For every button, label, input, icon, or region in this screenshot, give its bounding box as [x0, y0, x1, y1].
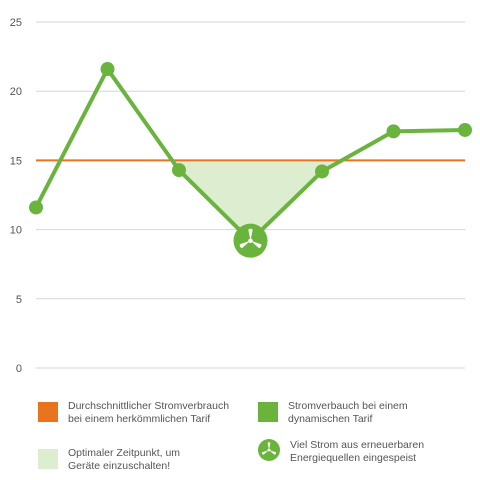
y-tick-label: 0	[16, 363, 22, 375]
wind-turbine-icon	[258, 439, 280, 461]
wind-turbine-marker	[233, 223, 268, 258]
legend-swatch-light-green	[38, 449, 58, 469]
data-point	[458, 122, 472, 137]
legend-swatch-green	[258, 402, 278, 422]
y-tick-label: 25	[10, 17, 22, 29]
data-points	[29, 62, 472, 258]
data-point	[29, 200, 43, 215]
optimal-time-area	[172, 160, 342, 241]
legend-item-dynamic: Stromverbauch bei einem dynamischen Tari…	[258, 400, 408, 426]
data-point	[315, 164, 329, 179]
y-tick-label: 10	[10, 225, 22, 237]
y-tick-label: 15	[10, 155, 22, 167]
y-tick-label: 5	[16, 294, 22, 306]
legend-label-optimal: Optimaler Zeitpunkt, um Geräte einzuscha…	[68, 447, 181, 472]
legend: Durchschnittlicher Stromverbrauch bei ei…	[0, 390, 480, 480]
legend-label-average: Durchschnittlicher Stromverbrauch bei ei…	[68, 400, 230, 425]
data-point	[386, 124, 401, 139]
legend-label-renewable: Viel Strom aus erneuerbaren Energiequell…	[290, 439, 425, 464]
line-chart: 0 5 10 15 20 25	[10, 17, 472, 375]
legend-item-renewable: Viel Strom aus erneuerbaren Energiequell…	[258, 439, 424, 465]
y-axis-tick-labels: 0 5 10 15 20 25	[10, 17, 22, 375]
data-point	[172, 163, 186, 178]
legend-item-optimal: Optimaler Zeitpunkt, um Geräte einzuscha…	[38, 447, 180, 473]
y-tick-label: 20	[10, 86, 22, 98]
data-point	[100, 62, 115, 77]
legend-swatch-orange	[38, 402, 58, 422]
legend-item-average: Durchschnittlicher Stromverbrauch bei ei…	[38, 400, 229, 426]
legend-label-dynamic: Stromverbauch bei einem dynamischen Tari…	[288, 400, 408, 425]
